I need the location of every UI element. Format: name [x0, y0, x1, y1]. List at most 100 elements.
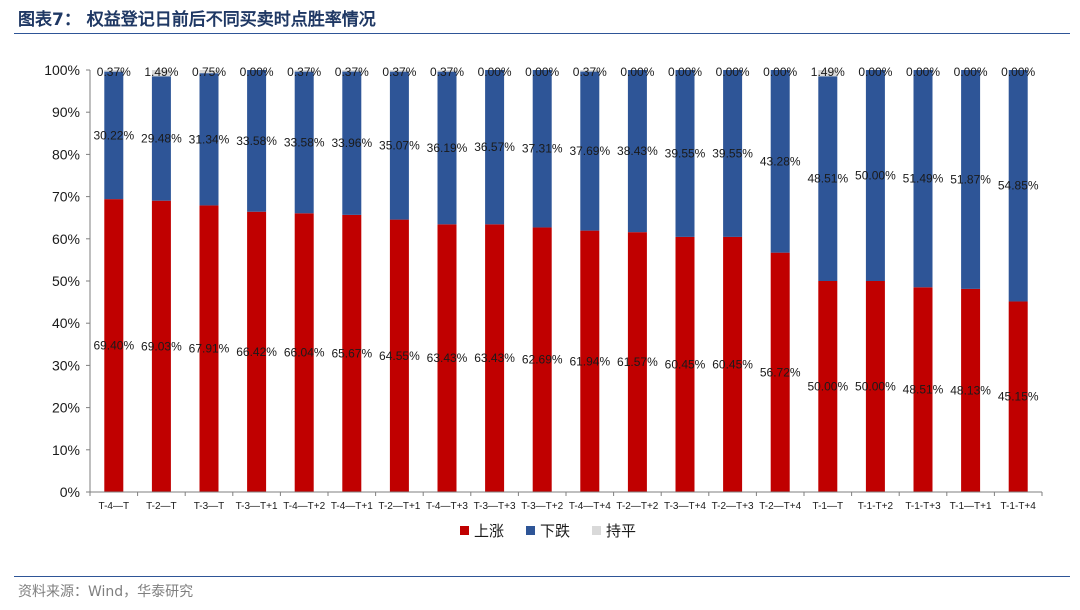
- flat-value-label: 0.37%: [382, 65, 416, 79]
- x-category-label: T-1-T+3: [905, 501, 941, 512]
- bar-up-segment: [247, 211, 267, 493]
- bar-up-segment: [723, 236, 743, 492]
- down-value-label: 29.48%: [141, 131, 182, 145]
- down-value-label: 37.69%: [569, 144, 610, 158]
- bar-down-segment: [723, 70, 743, 237]
- y-tick-label: 60%: [52, 231, 80, 247]
- bar-down-segment: [627, 70, 647, 233]
- y-tick-label: 40%: [52, 315, 80, 331]
- bar-down-segment: [342, 71, 362, 215]
- x-category-label: T-2—T+4: [759, 501, 801, 512]
- bar-up-segment: [580, 230, 600, 492]
- bar-down-segment: [913, 70, 933, 288]
- bar-up-segment: [151, 200, 171, 492]
- bar-down-segment: [961, 70, 981, 289]
- bar-down-segment: [580, 71, 600, 231]
- x-category-label: T-2—T+2: [616, 501, 658, 512]
- bar-down-segment: [437, 71, 457, 225]
- x-category-label: T-4—T+3: [426, 501, 468, 512]
- bar-down-segment: [770, 70, 790, 253]
- bar-flat-segment: [389, 70, 409, 72]
- bar-flat-segment: [151, 70, 171, 77]
- bar-up-segment: [913, 287, 933, 492]
- up-value-label: 48.13%: [950, 383, 991, 397]
- data-labels: 69.40% 30.22% 0.37% 69.03% 29.48% 1.49% 67.91%…: [93, 65, 1038, 404]
- stacked-bar-chart: 0% 10% 20% 30% 40% 50% 60% 70% 80% 90% 100% 69.40%…: [44, 62, 1043, 540]
- bar-flat-segment: [199, 70, 219, 74]
- source-note: 资料来源：Wind，华泰研究: [18, 584, 194, 600]
- x-category-label: T-3—T+2: [521, 501, 563, 512]
- flat-value-label: 0.00%: [716, 65, 750, 79]
- bar-up-segment: [961, 288, 981, 492]
- bar-up-segment: [865, 281, 885, 492]
- bar-flat-segment: [104, 70, 124, 72]
- down-value-label: 54.85%: [998, 179, 1039, 193]
- down-value-label: 36.57%: [474, 140, 515, 154]
- bar-down-segment: [294, 71, 314, 214]
- bar-up-segment: [389, 219, 409, 492]
- legend-swatch: [526, 526, 535, 535]
- flat-value-label: 0.37%: [430, 65, 464, 79]
- bar-up-segment: [770, 252, 790, 492]
- up-value-label: 66.04%: [284, 346, 325, 360]
- x-category-label: T-1—T+1: [950, 501, 992, 512]
- up-value-label: 67.91%: [189, 342, 230, 356]
- x-category-label: T-1—T: [813, 501, 844, 512]
- x-category-label: T-3—T+4: [664, 501, 706, 512]
- bar-series: [104, 70, 1028, 493]
- legend-label: 持平: [606, 522, 636, 540]
- bar-down-segment: [818, 76, 838, 281]
- up-value-label: 65.67%: [331, 346, 372, 360]
- bar-up-segment: [1008, 301, 1028, 492]
- x-category-label: T-2—T+1: [378, 501, 420, 512]
- up-value-label: 66.42%: [236, 345, 277, 359]
- up-value-label: 56.72%: [760, 365, 801, 379]
- down-value-label: 33.96%: [331, 136, 372, 150]
- up-value-label: 50.00%: [855, 380, 896, 394]
- up-value-label: 69.40%: [93, 339, 134, 353]
- flat-value-label: 0.00%: [763, 65, 797, 79]
- y-tick-label: 90%: [52, 104, 80, 120]
- down-value-label: 50.00%: [855, 169, 896, 183]
- y-axis: 0% 10% 20% 30% 40% 50% 60% 70% 80% 90% 100%: [44, 62, 91, 500]
- bar-up-segment: [437, 224, 457, 493]
- flat-value-label: 1.49%: [811, 65, 845, 79]
- x-category-label: T-3—T+3: [474, 501, 516, 512]
- flat-value-label: 0.00%: [620, 65, 654, 79]
- up-value-label: 69.03%: [141, 339, 182, 353]
- legend-swatch: [592, 526, 601, 535]
- bar-down-segment: [247, 70, 267, 212]
- bar-down-segment: [199, 73, 219, 206]
- flat-value-label: 0.37%: [335, 65, 369, 79]
- title-divider: [14, 33, 1070, 34]
- bar-down-segment: [865, 70, 885, 281]
- bar-up-segment: [627, 232, 647, 492]
- legend-swatch: [460, 526, 469, 535]
- bar-up-segment: [532, 227, 552, 493]
- bar-down-segment: [485, 70, 505, 225]
- flat-value-label: 0.00%: [478, 65, 512, 79]
- down-value-label: 39.55%: [712, 146, 753, 160]
- x-category-label: T-4—T+4: [569, 501, 611, 512]
- up-value-label: 63.43%: [474, 351, 515, 365]
- up-value-label: 63.43%: [427, 351, 468, 365]
- bar-down-segment: [389, 71, 409, 220]
- bar-up-segment: [342, 214, 362, 492]
- bar-up-segment: [675, 236, 695, 492]
- flat-value-label: 0.37%: [573, 65, 607, 79]
- up-value-label: 50.00%: [807, 380, 848, 394]
- flat-value-label: 0.00%: [858, 65, 892, 79]
- flat-value-label: 0.00%: [1001, 65, 1035, 79]
- up-value-label: 48.51%: [903, 383, 944, 397]
- figure-title: 图表7： 权益登记日前后不同买卖时点胜率情况: [18, 10, 376, 30]
- bar-flat-segment: [437, 70, 457, 72]
- down-value-label: 43.28%: [760, 154, 801, 168]
- y-tick-label: 50%: [52, 273, 80, 289]
- bar-down-segment: [104, 71, 124, 200]
- up-value-label: 61.94%: [569, 354, 610, 368]
- down-value-label: 33.58%: [284, 135, 325, 149]
- legend-label: 下跌: [540, 522, 570, 540]
- flat-value-label: 0.00%: [954, 65, 988, 79]
- y-tick-label: 100%: [44, 62, 80, 78]
- bar-up-segment: [104, 199, 124, 492]
